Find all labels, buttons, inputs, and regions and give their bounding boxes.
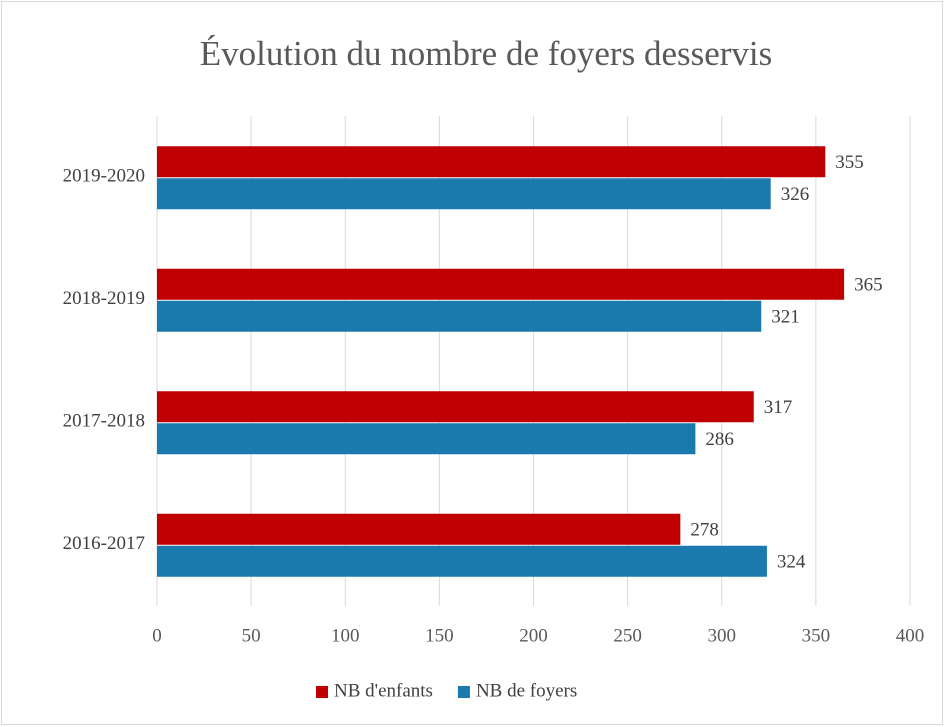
x-tick-label: 150: [425, 625, 454, 646]
y-tick-label: 2016-2017: [63, 533, 145, 554]
x-tick-label: 350: [802, 625, 831, 646]
x-tick-label: 250: [613, 625, 642, 646]
x-tick-label: 400: [896, 625, 925, 646]
legend-label: NB de foyers: [476, 680, 577, 701]
bar: [157, 545, 767, 577]
legend-label: NB d'enfants: [334, 680, 433, 701]
bar: [157, 146, 826, 178]
bar: [157, 513, 681, 545]
bar: [157, 300, 762, 332]
data-label: 317: [764, 397, 793, 418]
y-tick-label: 2017-2018: [63, 411, 145, 432]
data-label: 321: [771, 307, 800, 328]
bar: [157, 178, 771, 210]
bar: [157, 268, 845, 300]
data-label: 326: [781, 184, 810, 205]
y-tick-label: 2018-2019: [63, 288, 145, 309]
x-tick-label: 0: [152, 625, 162, 646]
data-label: 355: [835, 152, 864, 173]
x-tick-label: 100: [331, 625, 360, 646]
legend-swatch: [457, 686, 470, 698]
x-tick-label: 300: [708, 625, 737, 646]
data-label: 324: [777, 552, 806, 573]
data-label: 278: [690, 520, 719, 541]
data-label: 365: [854, 275, 883, 296]
chart-title: Évolution du nombre de foyers desservis: [200, 34, 773, 73]
x-tick-label: 200: [519, 625, 548, 646]
legend-swatch: [316, 686, 328, 698]
data-label: 286: [705, 429, 734, 450]
bar: [157, 391, 754, 423]
x-tick-label: 50: [242, 625, 261, 646]
y-tick-label: 2019-2020: [63, 166, 145, 187]
bar: [157, 423, 696, 455]
